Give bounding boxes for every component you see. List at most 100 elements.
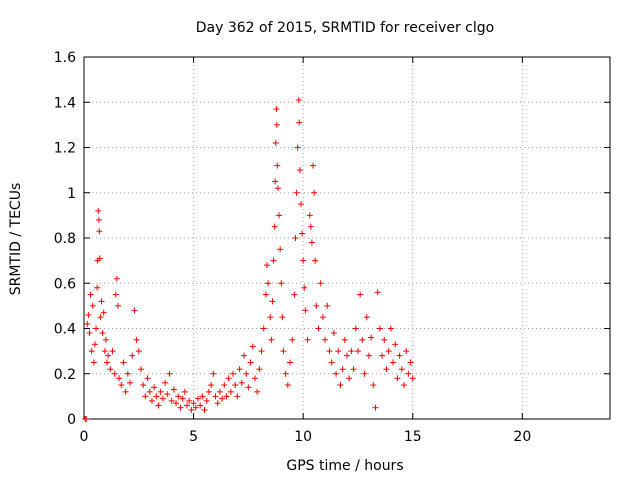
data-point [271,223,278,230]
data-point [194,395,201,402]
data-point [179,395,186,402]
data-point [197,402,204,409]
data-point [203,397,210,404]
data-point [287,359,294,366]
data-point [232,382,239,389]
data-point [210,370,217,377]
y-tick-label: 1.6 [54,50,76,66]
data-point [357,291,364,298]
data-point [361,370,368,377]
data-point [258,348,265,355]
data-point [236,366,243,373]
data-point [164,391,171,398]
grid [84,57,610,419]
data-point [214,400,221,407]
data-point [270,257,277,264]
data-point [295,96,302,103]
data-point [392,341,399,348]
data-point [302,307,309,314]
ticks: 0 5 10 15 20 0 0.2 0.4 0.6 0.8 1 1.2 1.4 1.6 [54,50,610,445]
data-point [87,291,94,298]
data-point [374,289,381,296]
data-point [146,388,153,395]
data-point [296,167,303,174]
data-point [269,298,276,305]
data-point [221,382,228,389]
data-point [188,406,195,413]
data-point [112,291,119,298]
x-tick-label: 15 [404,429,422,445]
data-point [84,320,91,327]
data-point [140,382,147,389]
data-point [107,366,114,373]
data-point [104,359,111,366]
data-point [249,343,256,350]
data-point [142,393,149,400]
data-point [306,212,313,219]
data-point [190,400,197,407]
data-point [294,144,301,151]
data-point [385,348,392,355]
data-point [293,189,300,196]
data-point [265,280,272,287]
data-point [274,185,281,192]
data-point [168,397,175,404]
data-point [212,393,219,400]
data-point [268,336,275,343]
data-point [277,246,284,253]
data-point [299,230,306,237]
data-point [133,336,140,343]
data-point [227,388,234,395]
data-point [173,400,180,407]
data-point [400,382,407,389]
data-point [291,291,298,298]
data-point [409,375,416,382]
x-tick-label: 10 [294,429,312,445]
data-point [359,336,366,343]
data-point [381,336,388,343]
y-tick-label: 1.4 [54,95,76,111]
data-point [105,352,112,359]
data-point [330,330,337,337]
data-point [297,201,304,208]
data-point [162,379,169,386]
data-point [322,336,329,343]
data-point [153,393,160,400]
data-point [184,402,191,409]
data-point [383,366,390,373]
data-point [199,393,206,400]
data-point [151,384,158,391]
y-tick-label: 0.4 [54,322,76,338]
data-point [144,375,151,382]
data-point [124,370,131,377]
y-tick-label: 1.2 [54,141,76,157]
data-point [129,352,136,359]
data-point [205,388,212,395]
x-tick-label: 20 [513,429,531,445]
data-point [339,366,346,373]
data-point [238,379,245,386]
data-point [100,309,107,316]
data-point [192,404,199,411]
data-point [166,370,173,377]
data-point [326,348,333,355]
data-point [282,370,289,377]
data-point [328,359,335,366]
data-point [225,375,232,382]
data-point [372,404,379,411]
data-point [88,348,95,355]
data-point [312,257,319,264]
data-point [89,302,96,309]
data-point [216,388,223,395]
data-point [96,228,103,235]
data-point [91,341,98,348]
data-point [98,298,105,305]
data-point [155,402,162,409]
data-point [96,255,103,262]
data-point [131,307,138,314]
data-point [262,291,269,298]
data-point [118,382,125,389]
data-point [272,139,279,146]
data-point [109,348,116,355]
data-point [234,393,241,400]
